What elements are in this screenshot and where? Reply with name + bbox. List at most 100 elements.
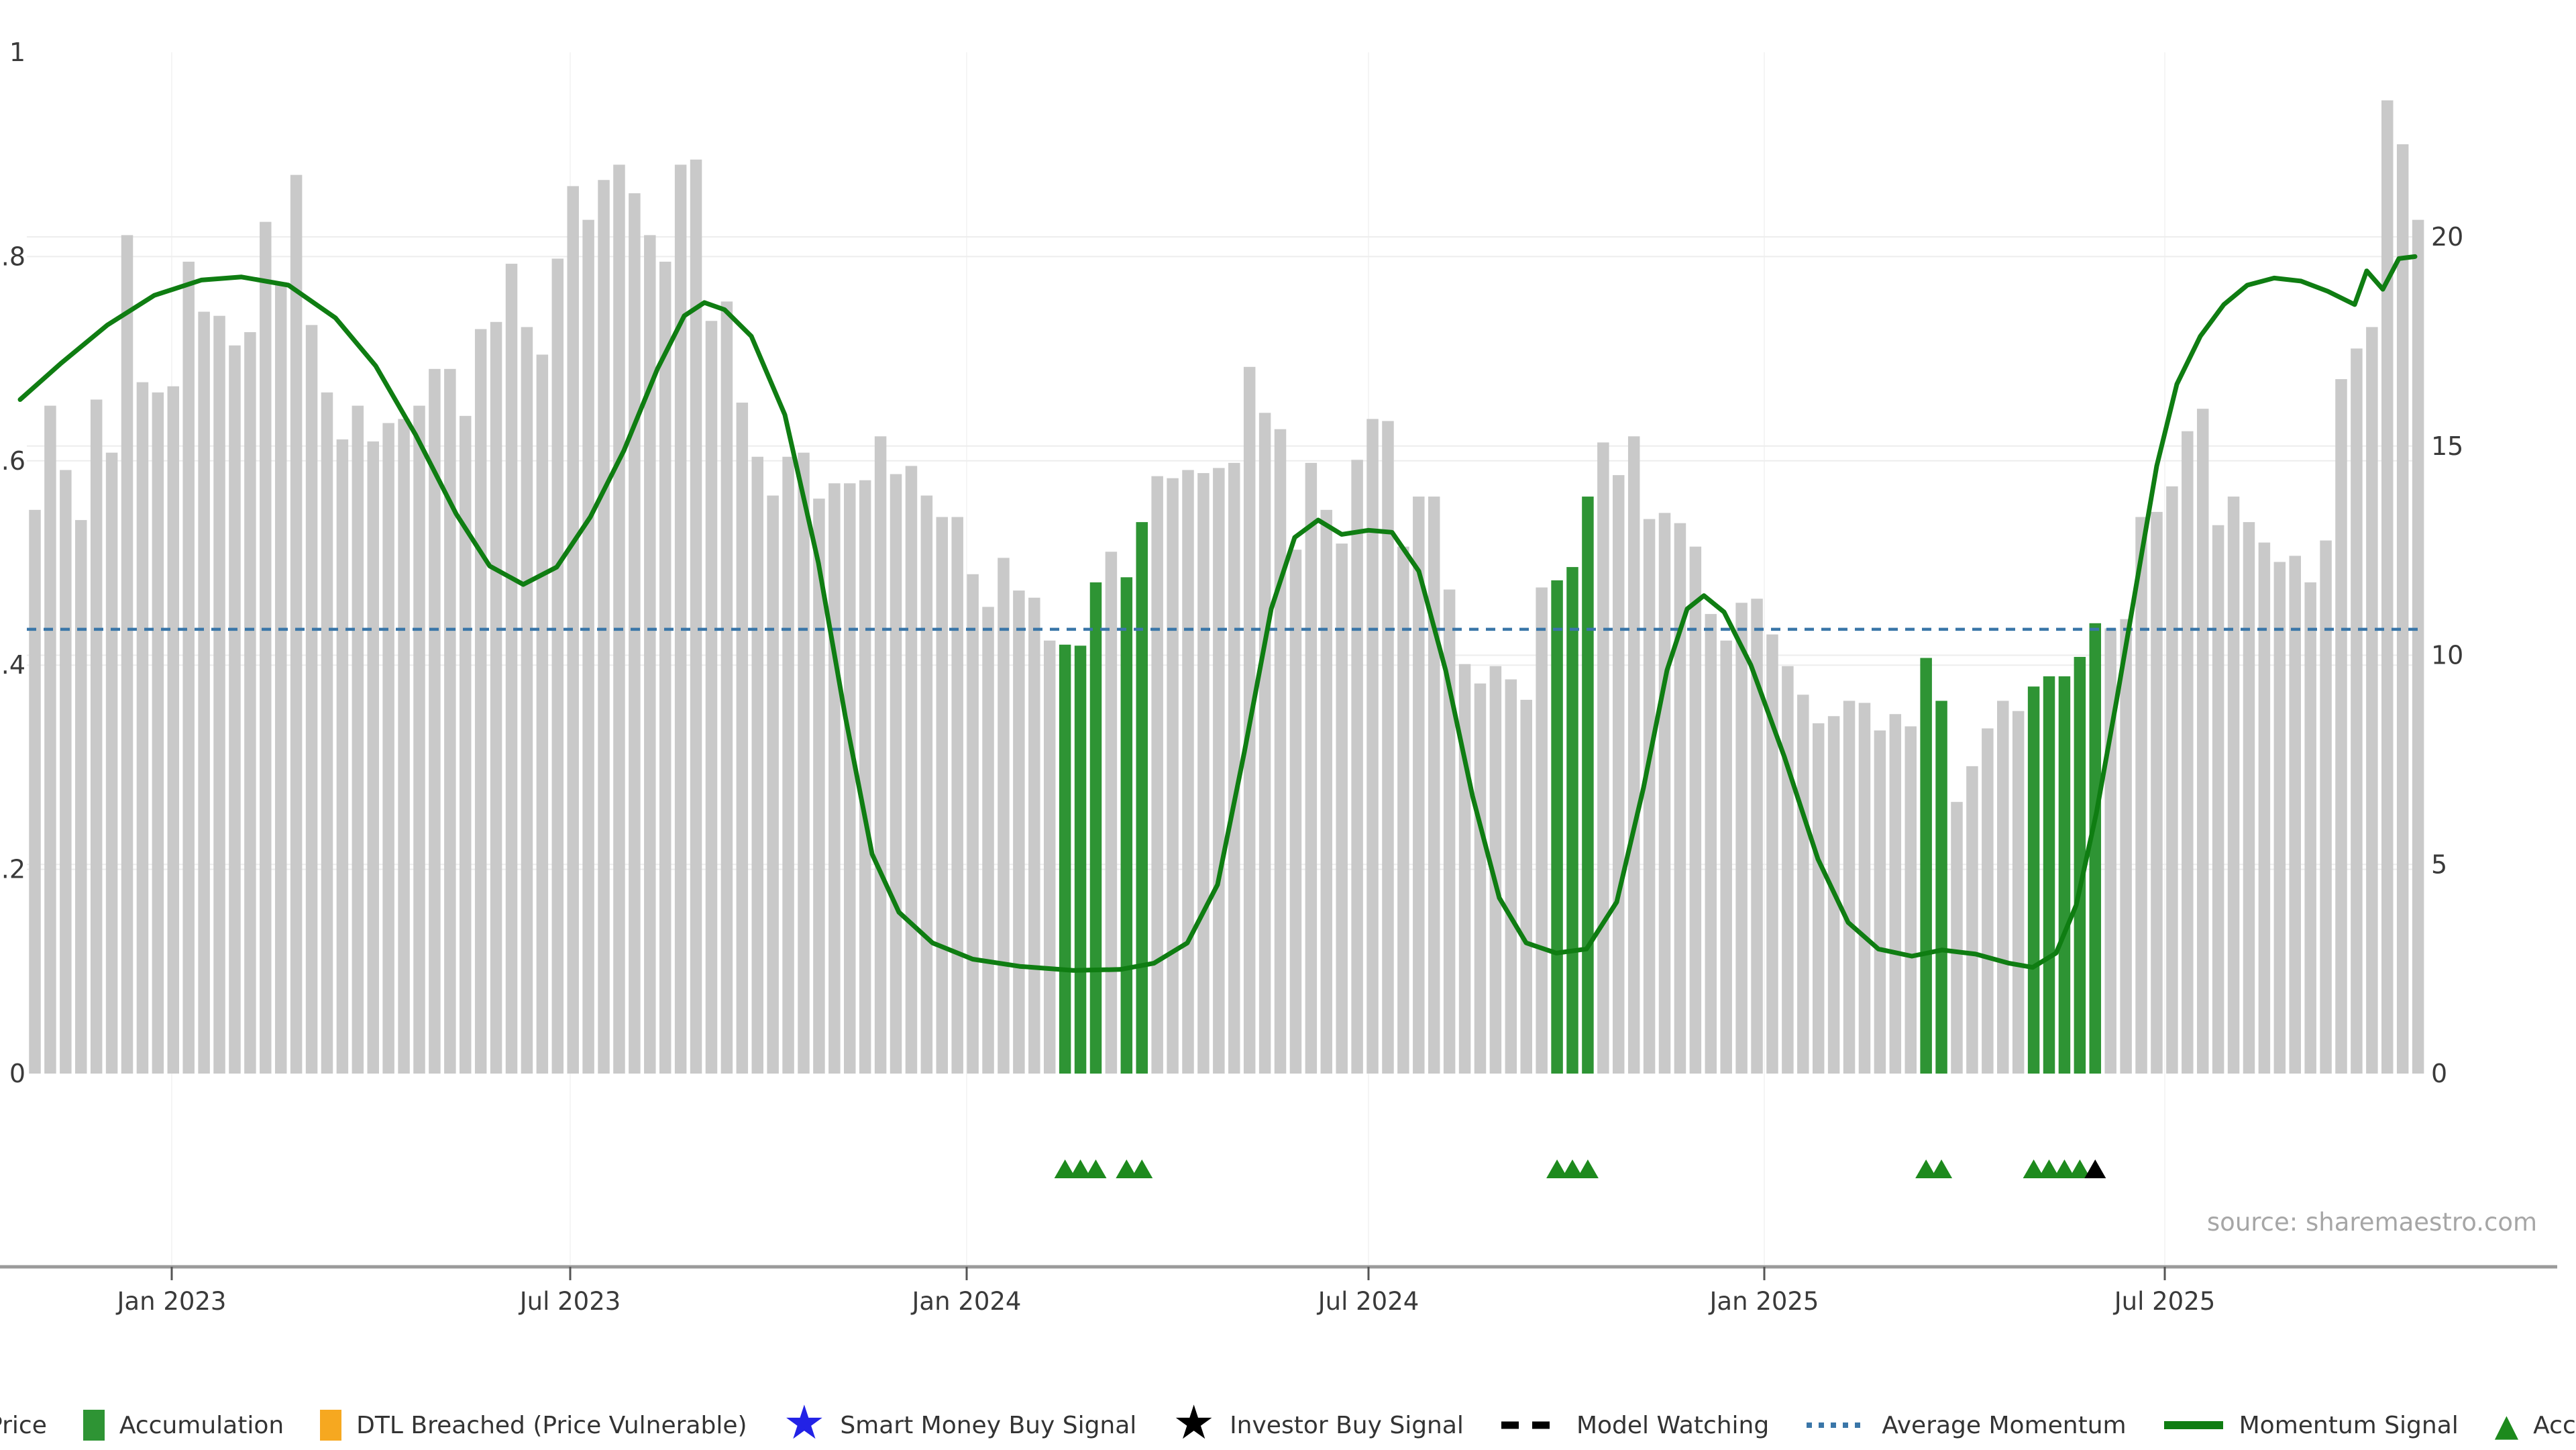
close-price-bar bbox=[582, 219, 594, 1074]
close-price-bar bbox=[1505, 679, 1517, 1074]
close-price-bar bbox=[828, 483, 841, 1074]
y-left-tick-label: 0.2 bbox=[0, 855, 25, 884]
y-left-tick-label: 0.4 bbox=[0, 650, 25, 680]
legend-label: Close Price bbox=[0, 1411, 47, 1439]
accumulation-bar bbox=[1120, 577, 1133, 1074]
chart-legend: Close Price Accumulation DTL Breached (Pri… bbox=[0, 1395, 2576, 1450]
legend-item-investor-buy-signal: ★ Investor Buy Signal bbox=[1173, 1399, 1464, 1446]
close-price-bar bbox=[674, 164, 687, 1074]
close-price-bar bbox=[798, 452, 810, 1074]
close-price-bar bbox=[305, 325, 318, 1074]
close-price-bar bbox=[2012, 711, 2025, 1074]
close-price-bar bbox=[1751, 599, 1763, 1074]
accumulation-bar bbox=[2058, 676, 2071, 1074]
close-price-bar bbox=[1336, 543, 1348, 1074]
x-tick-label: Jul 2025 bbox=[2113, 1287, 2216, 1316]
close-price-bar bbox=[613, 164, 625, 1074]
close-price-bar bbox=[1043, 640, 1056, 1074]
close-price-bar bbox=[813, 499, 825, 1074]
accumulation-triangle-icon bbox=[1131, 1159, 1153, 1178]
close-price-bar bbox=[105, 452, 118, 1074]
x-tick-label: Jan 2025 bbox=[1709, 1287, 1819, 1316]
close-price-bar bbox=[1320, 509, 1333, 1074]
close-price-bar bbox=[1458, 664, 1471, 1074]
x-axis bbox=[0, 1265, 2557, 1280]
close-price-bar bbox=[321, 392, 333, 1074]
close-price-bar bbox=[767, 495, 779, 1074]
accumulation-bar bbox=[1074, 645, 1087, 1074]
close-price-bar bbox=[182, 262, 195, 1074]
legend-label: Average Momentum bbox=[1882, 1411, 2127, 1439]
close-price-bar bbox=[551, 258, 564, 1074]
y-right-tick-label: 15 bbox=[2431, 431, 2463, 461]
close-price-bar bbox=[629, 193, 641, 1074]
accumulation-triangle-icon bbox=[1069, 1159, 1091, 1178]
close-price-bar bbox=[844, 483, 856, 1074]
star-legend-icon: ★ bbox=[783, 1395, 826, 1450]
close-price-bar bbox=[336, 439, 349, 1074]
close-price-bar bbox=[1597, 442, 1609, 1074]
close-price-bar bbox=[474, 329, 487, 1074]
axis-labels: Jan 2023 Jul 2023 Jan 2024 Jul 2024 Jan 2025… bbox=[0, 38, 2463, 1316]
close-price-bar bbox=[936, 517, 949, 1074]
accumulation-bar bbox=[1551, 580, 1563, 1074]
close-price-bar bbox=[1997, 701, 2009, 1074]
close-price-bar bbox=[1289, 550, 1302, 1074]
close-price-bar bbox=[1627, 436, 1640, 1074]
close-price-bar bbox=[1874, 730, 1886, 1074]
close-price-bar bbox=[1351, 460, 1363, 1074]
close-price-bar bbox=[29, 509, 41, 1074]
close-price-bar bbox=[1474, 683, 1487, 1074]
close-price-bar bbox=[2151, 511, 2163, 1074]
close-price-bar bbox=[705, 321, 718, 1074]
close-price-bar bbox=[1305, 462, 1318, 1074]
dashes-legend-icon bbox=[1501, 1421, 1560, 1429]
close-price-bar bbox=[244, 332, 256, 1074]
close-price-bar bbox=[2212, 525, 2224, 1074]
close-price-bar bbox=[1213, 468, 1225, 1074]
accumulation-triangle-icon bbox=[2023, 1159, 2045, 1178]
accumulation-triangle-icon bbox=[1562, 1159, 1583, 1178]
square-legend-icon bbox=[320, 1410, 342, 1441]
close-price-bar bbox=[2104, 628, 2116, 1074]
solid-legend-icon bbox=[2163, 1421, 2223, 1429]
close-price-bar bbox=[2273, 562, 2286, 1074]
close-price-bar bbox=[1258, 413, 1271, 1074]
accumulation-bar bbox=[2043, 676, 2055, 1074]
close-price-bar bbox=[2227, 497, 2240, 1074]
close-price-bar bbox=[982, 607, 994, 1074]
close-price-bar bbox=[2412, 219, 2424, 1074]
accumulation-triangle-icon bbox=[2069, 1159, 2091, 1178]
accumulation-bar bbox=[2027, 686, 2040, 1074]
close-price-bar bbox=[1951, 802, 1963, 1074]
close-price-bar bbox=[1797, 694, 1809, 1074]
close-price-bar bbox=[2304, 582, 2316, 1074]
y-right-tick-label: 10 bbox=[2431, 641, 2463, 670]
legend-label: Model Watching bbox=[1576, 1411, 1770, 1439]
close-price-bar bbox=[1766, 634, 1778, 1074]
close-price-bar bbox=[367, 441, 379, 1074]
close-price-bar bbox=[444, 368, 456, 1074]
close-price-bar bbox=[1397, 546, 1409, 1074]
legend-item-smart-money-buy-signal: ★ Smart Money Buy Signal bbox=[783, 1395, 1137, 1450]
close-price-bar bbox=[1812, 723, 1825, 1074]
close-price-bar bbox=[905, 466, 918, 1074]
source-watermark: source: sharemaestro.com bbox=[2206, 1208, 2537, 1237]
momentum-chart: Jan 2023 Jul 2023 Jan 2024 Jul 2024 Jan 2025… bbox=[0, 38, 2557, 1316]
close-price-bar bbox=[1013, 590, 1025, 1074]
close-price-bar bbox=[229, 345, 241, 1074]
close-price-bar bbox=[2166, 486, 2178, 1074]
close-price-bar bbox=[1720, 640, 1732, 1074]
close-price-bar bbox=[1182, 470, 1194, 1074]
y-left-tick-label: 0.8 bbox=[0, 242, 25, 271]
close-price-bar bbox=[1105, 552, 1118, 1074]
accumulation-triangle-icon bbox=[1085, 1159, 1107, 1178]
investor-buy-triangle-icon bbox=[2084, 1159, 2106, 1178]
close-price-bar bbox=[2381, 100, 2394, 1074]
close-price-bar bbox=[2182, 431, 2194, 1074]
accumulation-bar bbox=[1136, 522, 1148, 1074]
close-price-bar bbox=[567, 186, 579, 1074]
close-price-bar bbox=[2396, 144, 2409, 1074]
y-right-tick-label: 5 bbox=[2431, 849, 2447, 879]
close-price-bar bbox=[1858, 703, 1871, 1074]
